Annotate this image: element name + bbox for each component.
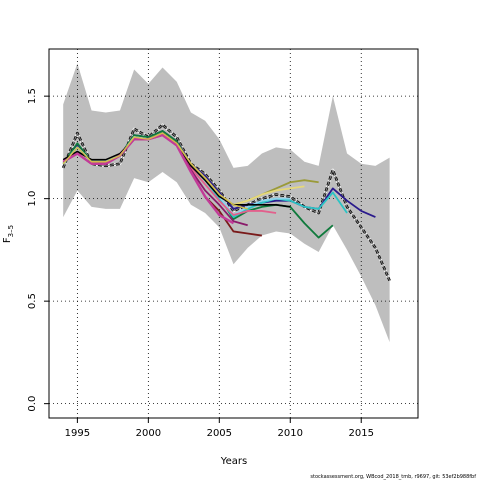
x-tick-label-1995: 1995 (65, 428, 90, 439)
grid-layer (49, 49, 418, 418)
axis-layer: 1995 2000 2005 2010 2015 0.0 0.5 1.0 1.5 (27, 88, 374, 439)
y-axis-title-subscript: 3–5 (7, 225, 15, 237)
footnote: stockassessment.org, WBcod_2018_tmb, r96… (310, 474, 476, 480)
y-tick-label-0: 0.0 (27, 396, 38, 412)
plot-frame (48, 48, 419, 419)
y-tick-label-3: 1.5 (27, 88, 38, 104)
y-axis-title-main: F (2, 237, 13, 243)
series-line-13 (62, 132, 248, 210)
y-tick-label-2: 1.0 (27, 191, 38, 207)
y-tick-label-1: 0.5 (27, 293, 38, 309)
series-layer (61, 123, 391, 282)
x-tick-label-2000: 2000 (136, 428, 161, 439)
x-axis-title: Years (220, 456, 247, 467)
x-tick-label-2010: 2010 (278, 428, 303, 439)
x-tick-label-2005: 2005 (207, 428, 232, 439)
x-tick-label-2015: 2015 (349, 428, 374, 439)
y-axis-title: F3–5 (2, 225, 15, 243)
